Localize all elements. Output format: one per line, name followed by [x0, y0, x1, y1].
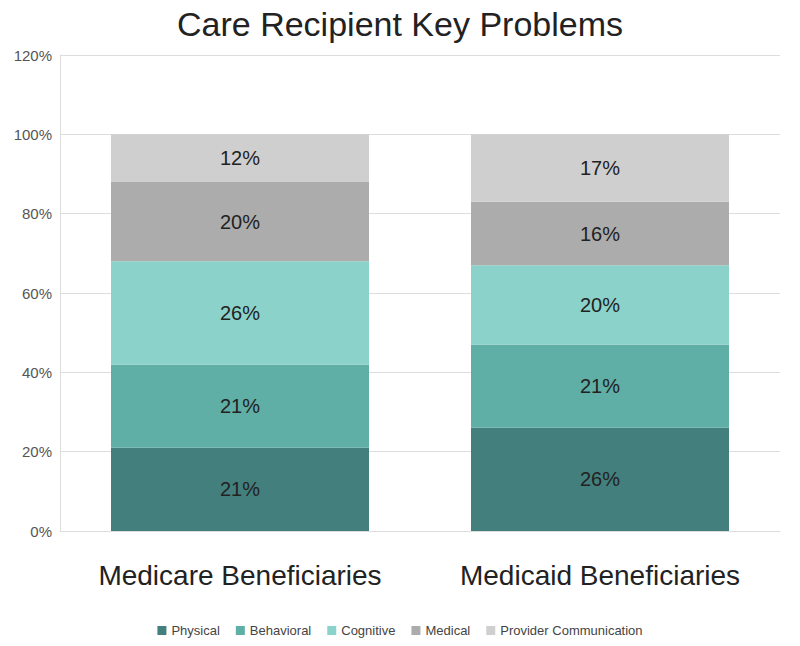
svg-text:21%: 21% — [220, 395, 260, 417]
svg-text:Provider Communication: Provider Communication — [500, 623, 642, 638]
svg-text:17%: 17% — [580, 157, 620, 179]
svg-text:Cognitive: Cognitive — [341, 623, 395, 638]
svg-text:26%: 26% — [580, 468, 620, 490]
svg-text:20%: 20% — [580, 294, 620, 316]
svg-text:100%: 100% — [14, 126, 52, 143]
svg-text:Medical: Medical — [425, 623, 470, 638]
svg-text:Behavioral: Behavioral — [250, 623, 312, 638]
svg-text:0%: 0% — [30, 523, 52, 540]
svg-text:60%: 60% — [22, 285, 52, 302]
svg-text:Physical: Physical — [171, 623, 220, 638]
svg-text:26%: 26% — [220, 302, 260, 324]
svg-text:21%: 21% — [220, 478, 260, 500]
svg-text:20%: 20% — [22, 443, 52, 460]
svg-text:16%: 16% — [580, 223, 620, 245]
svg-text:120%: 120% — [14, 47, 52, 64]
svg-text:40%: 40% — [22, 364, 52, 381]
svg-text:Care Recipient Key Problems: Care Recipient Key Problems — [177, 5, 623, 43]
svg-text:21%: 21% — [580, 375, 620, 397]
svg-text:Medicare Beneficiaries: Medicare Beneficiaries — [98, 560, 381, 591]
svg-text:12%: 12% — [220, 147, 260, 169]
svg-text:Medicaid Beneficiaries: Medicaid Beneficiaries — [460, 560, 740, 591]
svg-text:80%: 80% — [22, 205, 52, 222]
svg-text:20%: 20% — [220, 211, 260, 233]
